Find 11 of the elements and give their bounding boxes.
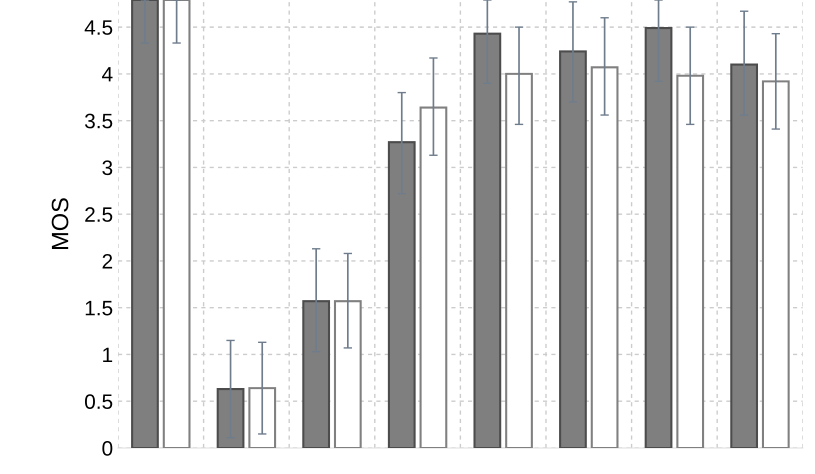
y-tick-label: 3.5 (84, 114, 112, 128)
y-tick-label: 2 (102, 254, 112, 268)
y-tick-label: 2.5 (85, 207, 112, 222)
y-tick-label: 3 (102, 160, 112, 176)
y-axis-title: MOS (52, 198, 68, 249)
y-tick-label: 0 (102, 441, 112, 456)
y-tick-label: 1.5 (86, 300, 112, 316)
y-tick-label: 0.5 (84, 394, 112, 409)
y-tick-label: 4 (102, 67, 113, 82)
y-tick-label: 1 (103, 348, 112, 362)
y-tick-label: 4.5 (84, 20, 112, 35)
